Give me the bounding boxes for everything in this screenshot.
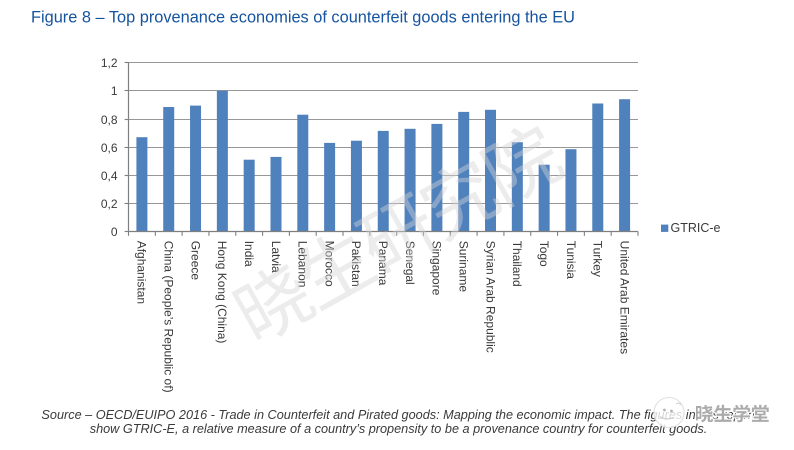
svg-text:show GTRIC-E, a relative measu: show GTRIC-E, a relative measure of a co…: [90, 422, 708, 436]
svg-text:Afghanistan: Afghanistan: [135, 241, 149, 304]
svg-text:Source – OECD/EUIPO 2016 - Tra: Source – OECD/EUIPO 2016 - Trade in Coun…: [41, 408, 756, 422]
svg-text:0,4: 0,4: [101, 169, 118, 183]
svg-text:Turkey: Turkey: [591, 241, 605, 277]
svg-text:Senegal: Senegal: [403, 241, 417, 285]
svg-text:Togo: Togo: [537, 241, 551, 267]
svg-text:GTRIC-e: GTRIC-e: [671, 221, 721, 235]
svg-text:Singapore: Singapore: [430, 241, 444, 296]
svg-text:China (People’s Republic of): China (People’s Republic of): [162, 241, 176, 393]
svg-text:0,8: 0,8: [101, 113, 118, 127]
svg-text:Suriname: Suriname: [457, 241, 471, 293]
svg-text:1,2: 1,2: [101, 56, 118, 70]
svg-text:Tunisia: Tunisia: [564, 241, 578, 280]
svg-text:Syrian Arab Republic: Syrian Arab Republic: [483, 241, 497, 353]
svg-text:0,6: 0,6: [101, 141, 118, 155]
svg-text:Hong Kong (China): Hong Kong (China): [215, 241, 229, 344]
svg-text:Latvia: Latvia: [269, 241, 283, 273]
svg-text:India: India: [242, 241, 256, 267]
svg-text:Morocco: Morocco: [322, 241, 336, 287]
svg-text:1: 1: [111, 84, 118, 98]
svg-text:Greece: Greece: [188, 241, 202, 281]
svg-text:0: 0: [111, 225, 118, 239]
svg-text:Pakistan: Pakistan: [349, 241, 363, 287]
svg-text:Lebanon: Lebanon: [296, 241, 310, 288]
svg-text:Panama: Panama: [376, 241, 390, 286]
svg-text:United Arab Emirates: United Arab Emirates: [617, 241, 631, 354]
svg-text:0,2: 0,2: [101, 197, 118, 211]
svg-text:Figure 8 – Top provenance econ: Figure 8 – Top provenance economies of c…: [31, 9, 575, 27]
svg-text:Thailand: Thailand: [510, 241, 524, 287]
